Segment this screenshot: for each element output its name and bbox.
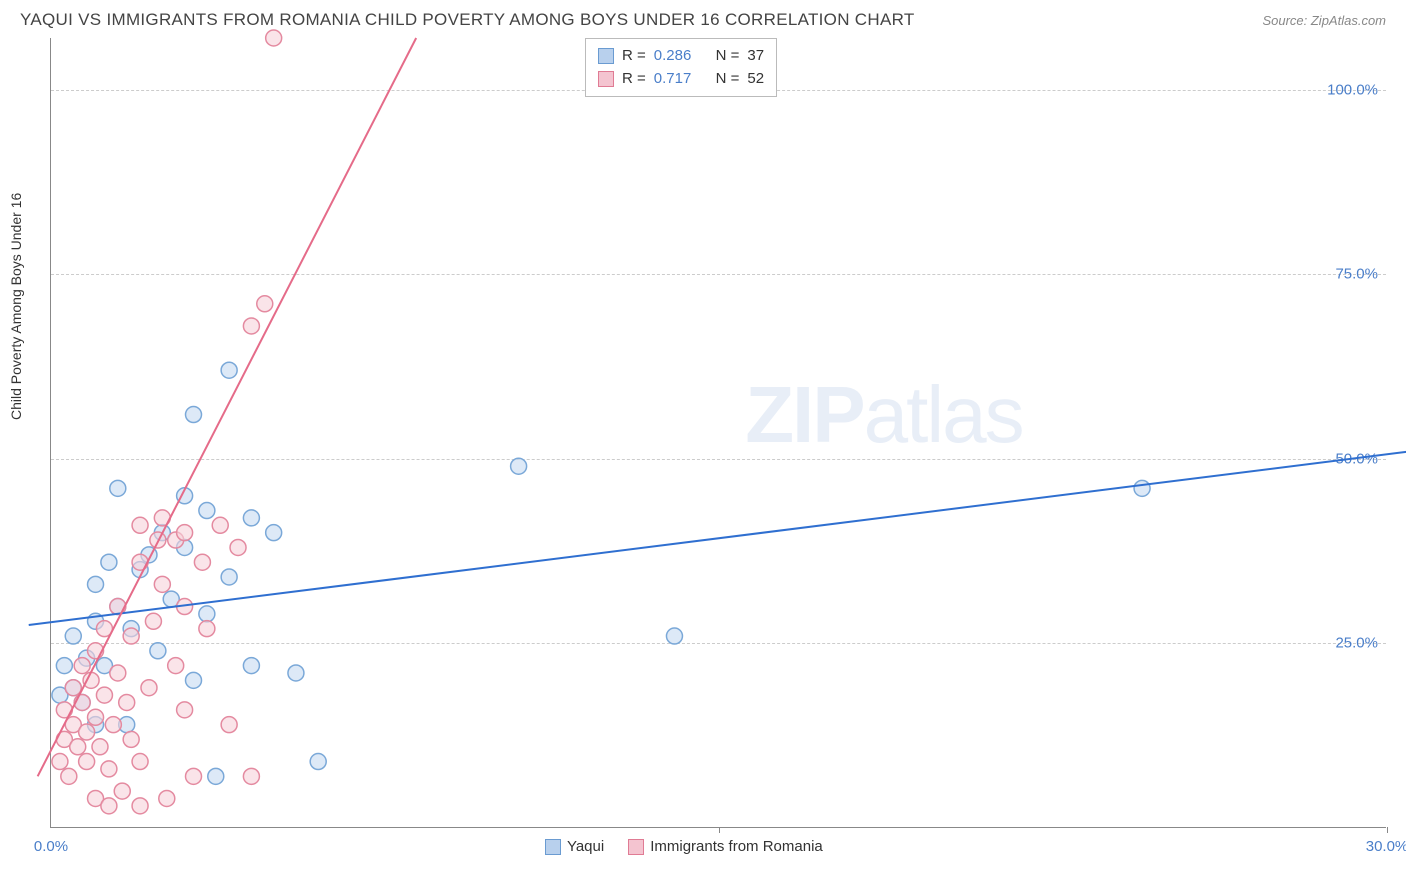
scatter-point [199, 606, 215, 622]
n-label: N = [707, 68, 739, 91]
scatter-point [221, 717, 237, 733]
scatter-point [119, 694, 135, 710]
scatter-point [199, 503, 215, 519]
legend-label: Immigrants from Romania [650, 838, 823, 855]
scatter-point [1134, 480, 1150, 496]
scatter-point [186, 672, 202, 688]
source-attribution: Source: ZipAtlas.com [1262, 13, 1386, 28]
plot-area: ZIPatlas 25.0%50.0%75.0%100.0% 0.0%30.0%… [50, 38, 1386, 828]
scatter-point [666, 628, 682, 644]
scatter-point [79, 724, 95, 740]
scatter-point [230, 539, 246, 555]
legend-swatch [598, 71, 614, 87]
r-value: 0.286 [654, 45, 692, 68]
scatter-point [150, 643, 166, 659]
scatter-point [243, 318, 259, 334]
scatter-point [212, 517, 228, 533]
scatter-point [243, 658, 259, 674]
legend-item: Immigrants from Romania [628, 838, 823, 855]
chart-title: YAQUI VS IMMIGRANTS FROM ROMANIA CHILD P… [20, 10, 915, 30]
scatter-point [199, 621, 215, 637]
scatter-point [141, 680, 157, 696]
x-tick-label: 30.0% [1366, 838, 1406, 855]
trend-line [29, 451, 1406, 625]
scatter-point [186, 768, 202, 784]
scatter-point [177, 702, 193, 718]
scatter-point [83, 672, 99, 688]
legend-label: Yaqui [567, 838, 604, 855]
scatter-point [123, 731, 139, 747]
x-tick [719, 827, 720, 833]
scatter-point [61, 768, 77, 784]
n-value: 52 [747, 68, 764, 91]
scatter-point [88, 709, 104, 725]
r-value: 0.717 [654, 68, 692, 91]
correlation-legend: R = 0.286 N = 37R = 0.717 N = 52 [585, 38, 777, 97]
scatter-point [101, 554, 117, 570]
scatter-point [105, 717, 121, 733]
scatter-point [70, 739, 86, 755]
scatter-point [243, 510, 259, 526]
scatter-point [511, 458, 527, 474]
scatter-point [154, 576, 170, 592]
scatter-point [168, 658, 184, 674]
scatter-point [74, 658, 90, 674]
y-axis-label: Child Poverty Among Boys Under 16 [8, 193, 24, 420]
legend-stats-row: R = 0.286 N = 37 [598, 45, 764, 68]
legend-stats-row: R = 0.717 N = 52 [598, 68, 764, 91]
scatter-point [186, 407, 202, 423]
scatter-point [208, 768, 224, 784]
scatter-point [65, 680, 81, 696]
scatter-point [92, 739, 108, 755]
scatter-point [194, 554, 210, 570]
x-tick [1387, 827, 1388, 833]
x-tick-label: 0.0% [34, 838, 68, 855]
scatter-point [132, 798, 148, 814]
scatter-point [110, 665, 126, 681]
scatter-point [266, 30, 282, 46]
r-label: R = [622, 45, 646, 68]
scatter-point [96, 687, 112, 703]
scatter-point [266, 525, 282, 541]
legend-swatch [598, 48, 614, 64]
scatter-point [221, 569, 237, 585]
scatter-point [221, 362, 237, 378]
scatter-point [310, 754, 326, 770]
scatter-point [177, 525, 193, 541]
scatter-point [257, 296, 273, 312]
scatter-point [114, 783, 130, 799]
scatter-point [243, 768, 259, 784]
legend-swatch [545, 839, 561, 855]
scatter-point [101, 761, 117, 777]
scatter-point [56, 658, 72, 674]
scatter-point [52, 754, 68, 770]
n-value: 37 [747, 45, 764, 68]
scatter-point [159, 790, 175, 806]
n-label: N = [707, 45, 739, 68]
scatter-point [132, 754, 148, 770]
scatter-point [145, 613, 161, 629]
scatter-point [110, 480, 126, 496]
scatter-point [65, 628, 81, 644]
r-label: R = [622, 68, 646, 91]
scatter-point [88, 576, 104, 592]
scatter-point [288, 665, 304, 681]
chart-header: YAQUI VS IMMIGRANTS FROM ROMANIA CHILD P… [0, 0, 1406, 38]
legend-swatch [628, 839, 644, 855]
scatter-point [101, 798, 117, 814]
legend-item: Yaqui [545, 838, 604, 855]
trend-line [38, 38, 417, 776]
scatter-point [123, 628, 139, 644]
scatter-plot [51, 38, 1386, 827]
scatter-point [79, 754, 95, 770]
scatter-point [132, 517, 148, 533]
series-legend: Yaqui Immigrants from Romania [545, 838, 823, 855]
